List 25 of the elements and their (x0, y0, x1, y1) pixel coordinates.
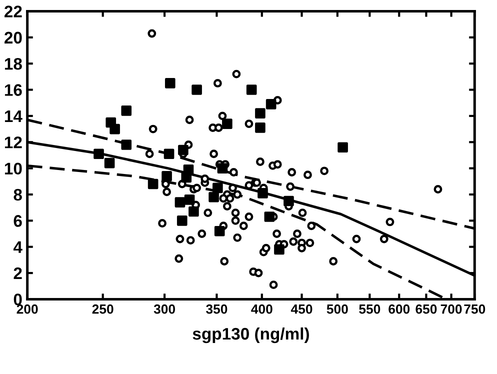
x-tick-label: 750 (464, 304, 486, 314)
x-tick-label: 700 (440, 304, 462, 314)
x-tick-label: 650 (416, 304, 437, 314)
y-tick-label: 4 (13, 241, 22, 253)
y-tick-label: 22 (4, 6, 22, 18)
x-tick-label: 550 (359, 304, 380, 314)
x-tick-label: 500 (326, 304, 348, 314)
y-tick-label: 16 (4, 84, 22, 96)
y-tick-label: 6 (14, 215, 22, 227)
y-tick-label: 18 (4, 58, 22, 70)
x-tick-label: 300 (154, 304, 176, 314)
y-tick-label: 0 (14, 294, 22, 306)
x-tick-label: 200 (16, 304, 38, 314)
y-tick-label: 10 (4, 162, 22, 175)
x-tick-label: 450 (290, 304, 312, 314)
x-tick-label: 600 (388, 304, 410, 314)
y-tick-label: 2 (14, 267, 22, 280)
y-tick-label: 20 (4, 32, 22, 44)
y-tick-label: 14 (4, 110, 22, 122)
x-tick-label: 250 (92, 304, 114, 314)
y-tick-label: 8 (14, 188, 22, 201)
x-tick-label: 400 (251, 304, 272, 314)
y-tick-label: 12 (4, 136, 22, 148)
x-axis-title: sgp130 (ng/ml) (192, 327, 309, 344)
x-tick-label: 350 (206, 304, 228, 314)
